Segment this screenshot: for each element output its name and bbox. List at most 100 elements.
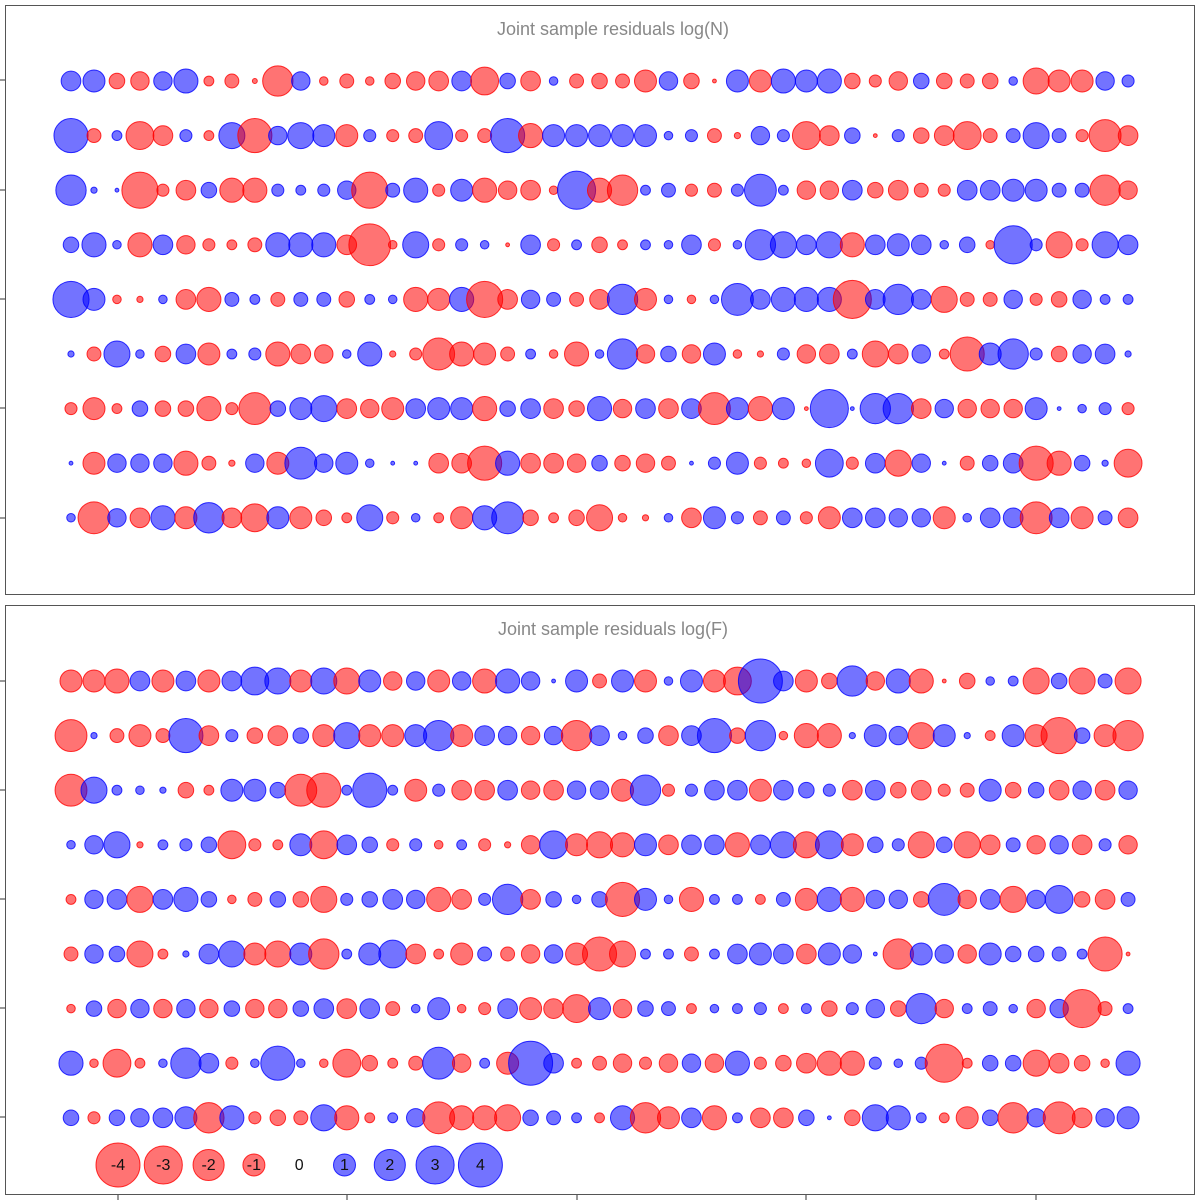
bubble [934,998,954,1019]
bubble [885,1105,911,1131]
bubble [478,1002,492,1016]
bubble [1004,945,1022,963]
bubble [886,233,910,257]
legend-bubble [373,1148,406,1182]
bubble [312,124,336,148]
bubble [251,78,258,84]
bubble [310,395,338,423]
bubble [836,665,868,697]
bubble [773,1107,794,1129]
bubble [635,453,656,473]
bubble [472,177,498,203]
bubble [562,994,591,1024]
bubble [958,672,976,690]
bubble [153,453,173,473]
bubble [473,342,497,366]
bubble [405,1108,426,1128]
bubble [933,125,955,146]
bubble [112,240,122,250]
bubble [638,1056,653,1070]
bubble [930,285,958,313]
bubble [1087,936,1123,972]
bubble [1070,69,1094,93]
bubble [861,1104,889,1132]
bubble [405,943,427,965]
bubble [248,347,262,361]
bubble [176,998,196,1019]
bubble [927,882,961,916]
bubble [798,1109,815,1127]
bubble [868,74,882,88]
bubble [1094,889,1116,910]
bubble [130,998,150,1019]
bubble [520,671,541,691]
bubble [1094,343,1116,365]
bubble [978,942,1002,966]
bubble [151,669,175,693]
bubble [539,830,568,860]
bubble [237,118,273,154]
bubble [202,238,216,252]
bubble [548,349,559,359]
legend-bubble [457,1142,503,1188]
bubble [87,1111,101,1125]
bubble [819,180,840,200]
bubble [264,667,292,695]
bubble [841,179,863,201]
bubble [112,294,122,305]
bubble [114,187,120,193]
bubble [712,78,717,84]
bubble [249,293,261,305]
bubble [730,511,744,525]
bubble [773,670,794,692]
bubble [984,730,996,742]
bubble [1022,1049,1050,1077]
bubble [1091,231,1119,259]
bubble [135,785,145,795]
bubble [63,946,79,962]
bubble [173,68,199,94]
bubble [248,838,262,852]
bubble [959,73,975,89]
bubble [893,1058,904,1068]
bubble [962,513,972,523]
bubble [136,295,144,304]
bubble [796,344,817,364]
bubble [497,725,518,746]
bubble [865,998,886,1019]
bubble [289,833,313,857]
bubble [890,781,907,799]
bubble [568,509,585,527]
bubble [1007,675,1019,687]
bubble [173,450,199,476]
bubble [223,1000,241,1017]
bubble [1098,838,1112,852]
legend-bubble [95,1142,141,1188]
bubble [571,894,582,905]
bubble [985,240,995,250]
bubble [520,780,541,800]
bubble [157,839,169,851]
bubble [520,452,541,474]
bubble [519,997,543,1021]
bubble [351,171,389,209]
bubble [224,291,240,307]
bubble [543,998,564,1019]
bubble [938,348,950,360]
bubble [844,72,861,90]
bubble [844,1109,861,1127]
bubble [612,1053,633,1073]
bubble [310,1104,338,1132]
bubble [663,894,674,905]
bubble [177,781,195,799]
legend-label: -2 [201,1157,215,1174]
bubble [1124,350,1132,358]
bubble [686,294,697,305]
bubble [753,456,767,470]
bubble [405,889,426,910]
bubble [1027,945,1045,963]
bubble [1027,781,1045,799]
bubble [90,731,98,740]
bubble [841,779,863,801]
bubble [1068,667,1096,695]
